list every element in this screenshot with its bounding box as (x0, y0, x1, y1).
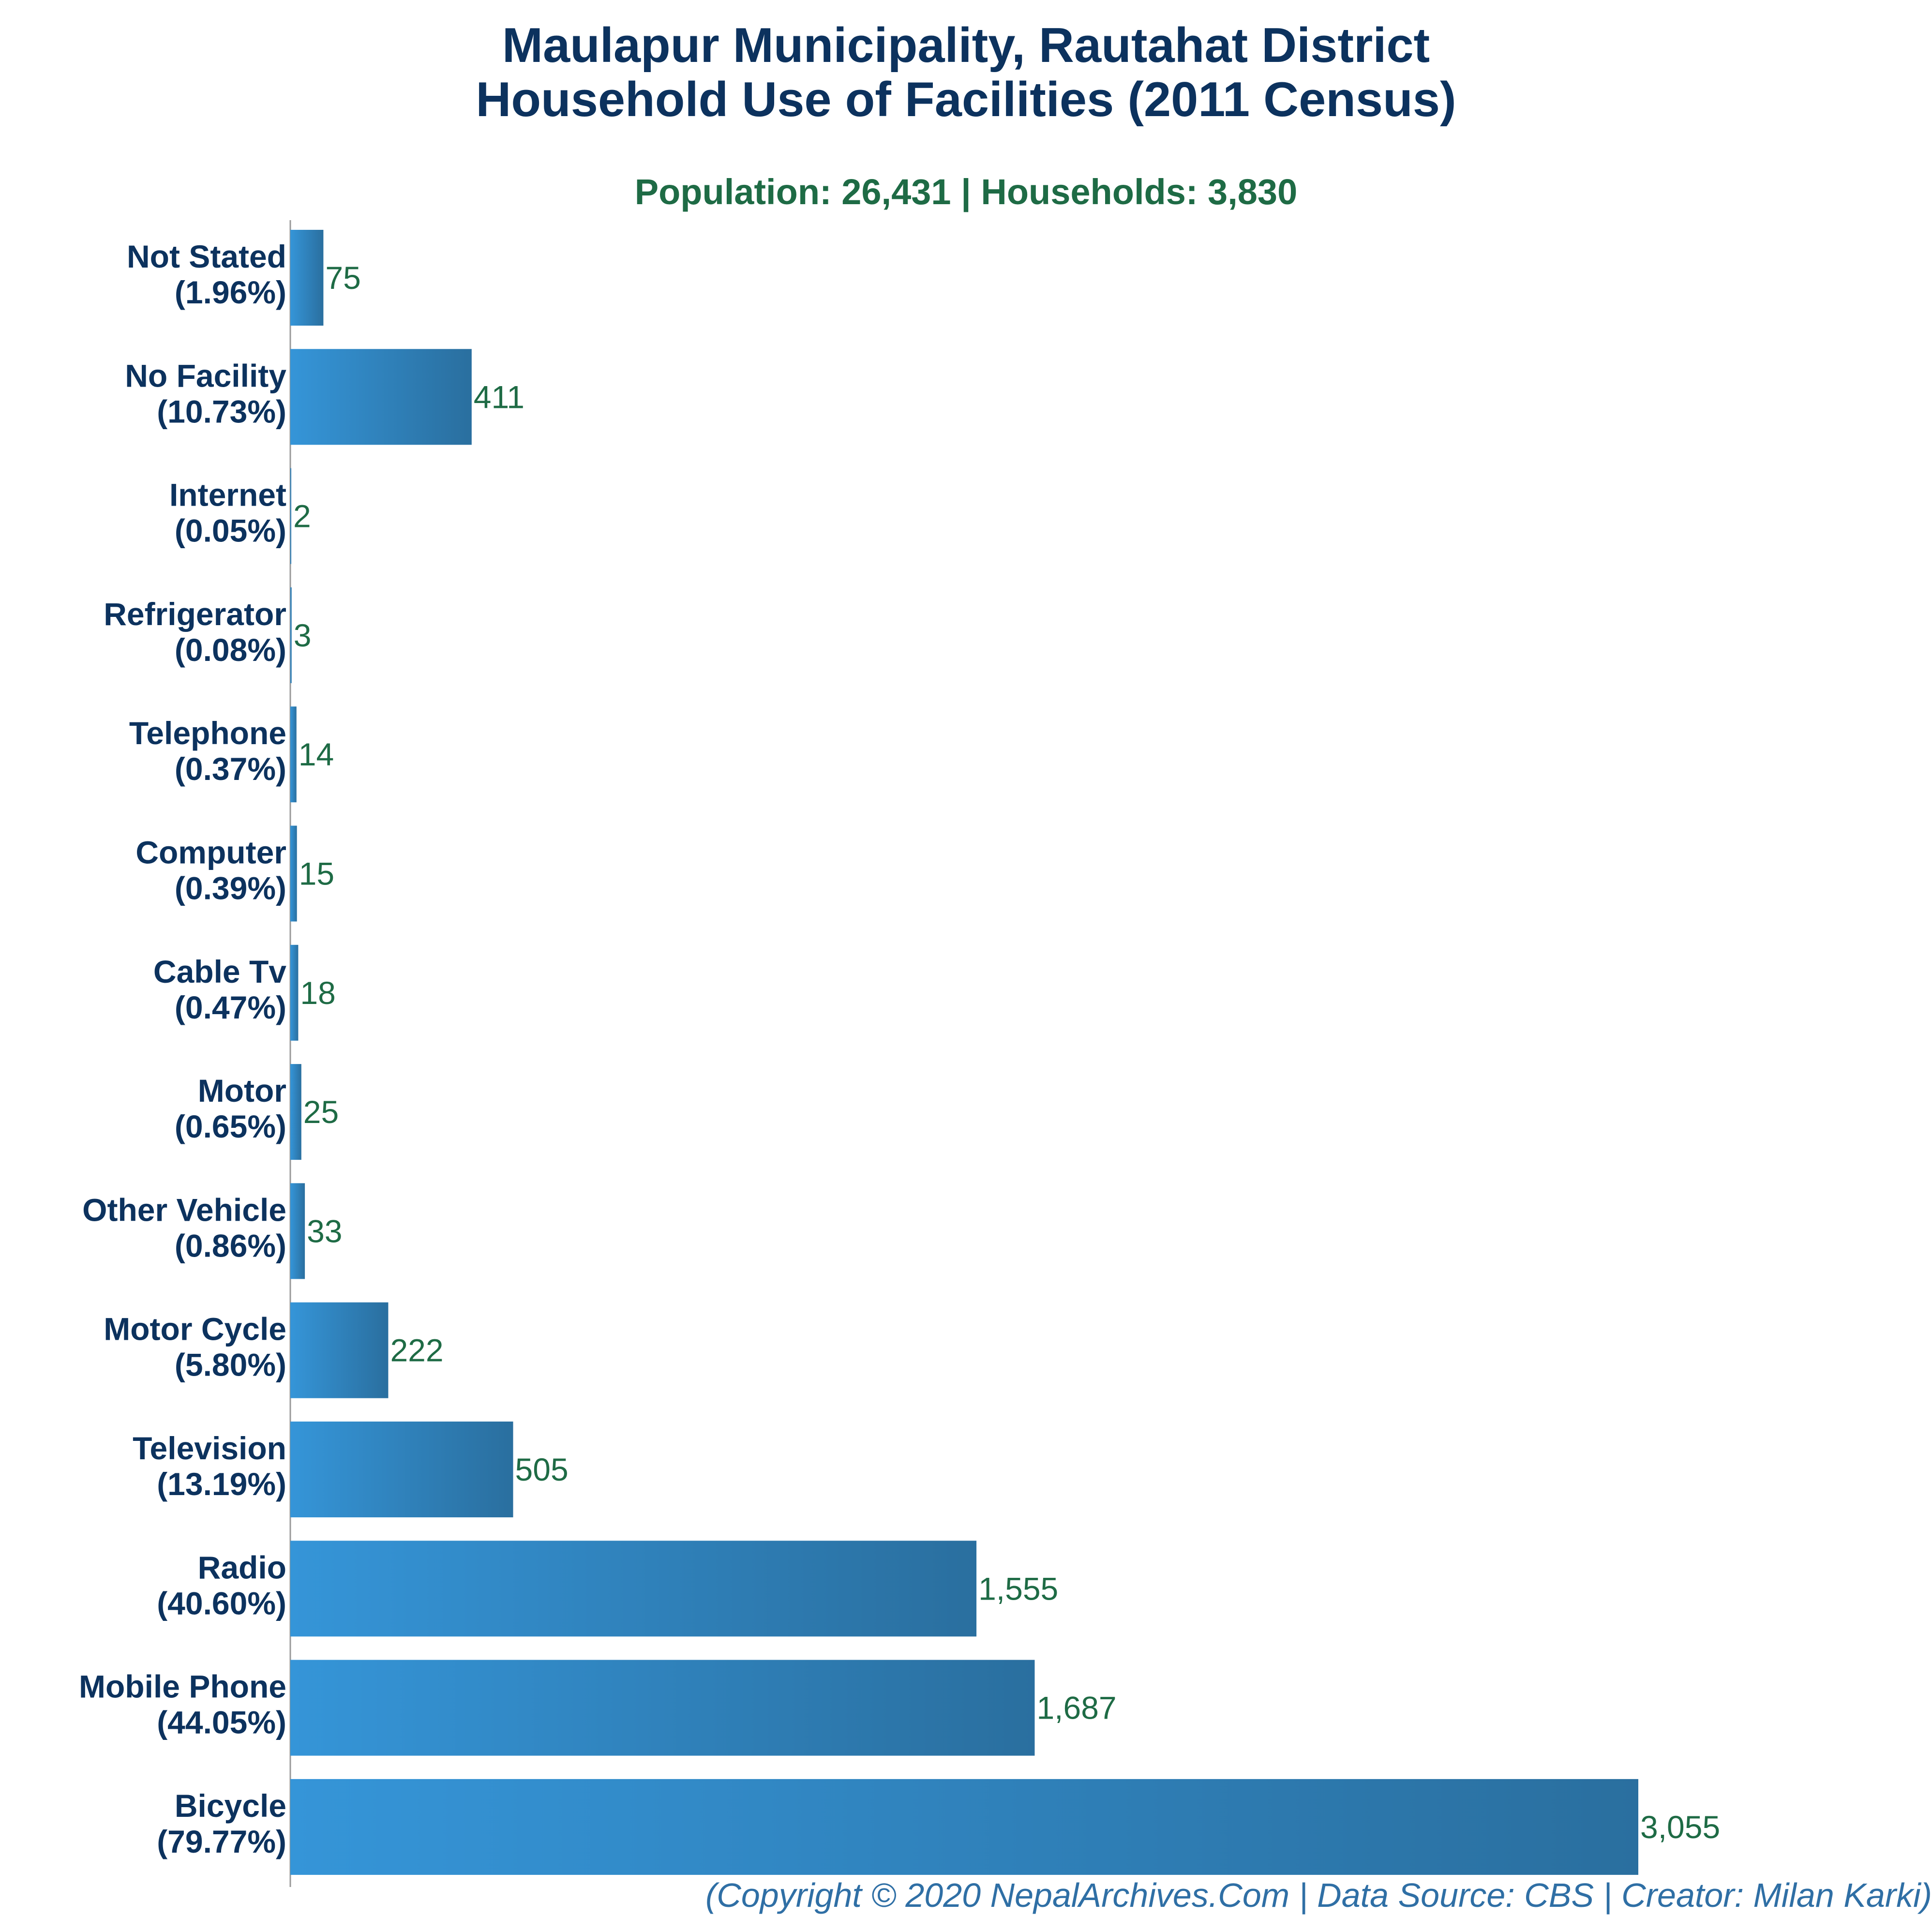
category-label-computer: Computer (0.39%) (135, 835, 286, 906)
labels-group: 75 Not Stated (1.96%) 411 No Facility (10.73%… (79, 239, 1720, 1859)
bar-no-facility (290, 349, 472, 445)
value-label-internet: 2 (293, 498, 311, 534)
bar-television (290, 1422, 513, 1517)
chart-subtitle: Population: 26,431 | Households: 3,830 (634, 172, 1298, 212)
bar-cable-tv (290, 944, 299, 1041)
category-label-bicycle: Bicycle (79.77%) (157, 1788, 286, 1859)
category-label-internet: Internet (0.05%) (169, 477, 286, 549)
bar-other-vehicle (290, 1183, 305, 1279)
bar-telephone (290, 706, 297, 803)
chart-title-line-1: Maulapur Municipality, Rautahat District (502, 18, 1430, 73)
chart-title: Maulapur Municipality, Rautahat District… (0, 18, 1932, 127)
category-label-not-stated: Not Stated (1.96%) (127, 239, 286, 310)
bar-motor (290, 1064, 301, 1160)
bar-bicycle (290, 1779, 1638, 1875)
value-label-computer: 15 (299, 856, 334, 892)
bars-group (290, 230, 1638, 1875)
value-label-motor: 25 (303, 1094, 339, 1130)
value-label-telephone: 14 (299, 736, 334, 772)
bar-mobile-phone (290, 1660, 1035, 1756)
value-label-refrigerator: 3 (294, 617, 312, 653)
value-label-no-facility: 411 (474, 379, 524, 415)
category-label-motor: Motor (0.65%) (175, 1073, 286, 1144)
value-label-mobile-phone: 1,687 (1036, 1690, 1116, 1726)
category-label-refrigerator: Refrigerator (0.08%) (104, 596, 286, 668)
chart-footer-credit: (Copyright © 2020 NepalArchives.Com | Da… (705, 1876, 1932, 1914)
bar-internet (290, 468, 291, 564)
value-label-not-stated: 75 (325, 260, 360, 296)
value-label-other-vehicle: 33 (307, 1213, 342, 1249)
category-label-telephone: Telephone (0.37%) (129, 715, 286, 787)
category-label-motor-cycle: Motor Cycle (5.80%) (104, 1311, 286, 1383)
category-label-television: Television (13.19%) (133, 1430, 286, 1502)
value-label-bicycle: 3,055 (1640, 1809, 1720, 1845)
value-label-radio: 1,555 (978, 1571, 1058, 1606)
category-label-radio: Radio (40.60%) (157, 1549, 286, 1621)
chart-title-line-2: Household Use of Facilities (2011 Census… (476, 73, 1456, 127)
bar-refrigerator (290, 587, 292, 683)
value-label-cable-tv: 18 (300, 975, 335, 1011)
value-label-motor-cycle: 222 (390, 1333, 443, 1368)
category-label-cable-tv: Cable Tv (0.47%) (153, 954, 286, 1025)
bar-radio (290, 1541, 977, 1637)
value-label-television: 505 (515, 1452, 569, 1487)
category-label-other-vehicle: Other Vehicle (0.86%) (82, 1192, 286, 1263)
bar-computer (290, 825, 297, 922)
bar-not-stated (290, 230, 324, 326)
bar-motor-cycle (290, 1302, 389, 1398)
category-label-no-facility: No Facility (10.73%) (125, 358, 286, 429)
category-label-mobile-phone: Mobile Phone (44.05%) (79, 1669, 286, 1740)
